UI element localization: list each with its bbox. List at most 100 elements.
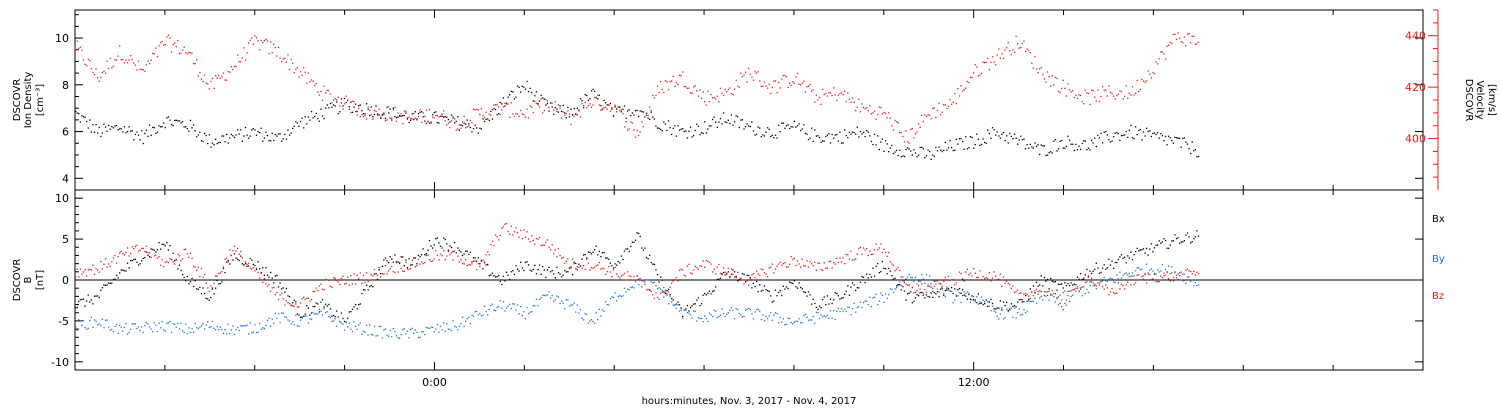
by-point — [672, 304, 674, 306]
density-point — [804, 132, 807, 134]
velocity-point — [1054, 76, 1057, 79]
bz-point — [686, 265, 689, 267]
bx-point — [323, 306, 325, 308]
by-point — [551, 294, 553, 297]
bx-point — [735, 275, 737, 278]
velocity-point — [587, 104, 589, 107]
bz-point — [581, 267, 583, 269]
bz-point — [639, 277, 641, 280]
density-point — [682, 128, 684, 130]
velocity-point — [700, 97, 703, 99]
bz-point — [660, 292, 662, 294]
velocity-point — [257, 40, 259, 42]
by-point — [502, 301, 505, 303]
by-point — [86, 328, 88, 330]
bx-point — [265, 267, 267, 269]
density-point — [249, 135, 251, 137]
by-point — [1018, 308, 1020, 310]
density-point — [394, 115, 396, 118]
density-point — [480, 128, 483, 130]
bx-point — [721, 273, 723, 276]
by-point — [128, 331, 130, 334]
bx-point — [219, 282, 221, 285]
by-point — [420, 330, 423, 333]
by-point — [428, 327, 431, 330]
by-point — [1017, 312, 1019, 314]
velocity-point — [600, 109, 602, 111]
velocity-point — [1144, 81, 1146, 83]
density-point — [727, 119, 729, 121]
bx-point — [436, 237, 439, 239]
b-tick-label: 0 — [62, 274, 69, 287]
velocity-point — [930, 117, 932, 120]
bz-point — [1010, 287, 1013, 290]
bz-point — [1160, 275, 1162, 277]
bx-point — [408, 258, 410, 260]
density-point — [847, 137, 849, 139]
bx-point — [704, 292, 706, 295]
density-point — [688, 130, 690, 132]
bz-point — [131, 246, 133, 248]
density-point — [455, 120, 457, 123]
bz-point — [1100, 280, 1102, 283]
bz-point — [103, 263, 105, 265]
bx-point — [474, 257, 476, 259]
density-point — [502, 97, 505, 99]
velocity-point — [737, 85, 739, 87]
by-point — [345, 321, 347, 324]
bz-point — [571, 258, 574, 260]
bz-point — [521, 237, 523, 240]
density-point — [582, 106, 585, 109]
by-point — [1138, 267, 1140, 269]
bx-point — [199, 286, 201, 289]
bz-point — [592, 267, 594, 269]
by-point — [1083, 286, 1085, 288]
by-point — [540, 297, 542, 299]
bz-point — [408, 268, 410, 271]
by-point — [1175, 274, 1178, 276]
by-point — [818, 317, 821, 320]
by-point — [674, 304, 676, 306]
bx-point — [1062, 287, 1064, 289]
velocity-point — [664, 80, 667, 82]
bz-point — [638, 278, 640, 280]
density-point — [785, 125, 788, 127]
bx-point — [270, 271, 272, 274]
bz-point — [290, 304, 292, 306]
velocity-point — [521, 113, 523, 115]
bx-point — [625, 248, 627, 250]
velocity-point — [1061, 87, 1063, 89]
bz-point — [455, 252, 457, 254]
density-point — [1040, 144, 1042, 146]
bx-point — [867, 277, 869, 279]
density-point — [417, 113, 420, 115]
velocity-point — [549, 102, 552, 104]
density-point — [647, 117, 649, 119]
bz-point — [878, 247, 880, 249]
by-point — [170, 331, 173, 333]
density-point — [619, 106, 621, 108]
bx-point — [461, 254, 464, 257]
density-ylabel-line2: Ion Density — [23, 72, 34, 129]
by-point — [650, 280, 652, 283]
velocity-point — [1095, 100, 1097, 102]
bz-point — [1106, 287, 1108, 289]
velocity-point — [895, 121, 898, 123]
density-point — [126, 130, 129, 133]
bx-point — [575, 262, 577, 265]
velocity-point — [515, 113, 517, 115]
velocity-point — [1056, 77, 1058, 80]
bx-point — [207, 298, 209, 300]
velocity-point — [938, 102, 940, 105]
bx-point — [1084, 274, 1086, 276]
bx-point — [505, 271, 508, 273]
bz-point — [845, 253, 847, 255]
bz-point — [1185, 269, 1187, 271]
bz-point — [79, 268, 82, 270]
bx-point — [494, 276, 497, 278]
velocity-point — [252, 43, 255, 45]
bx-point — [424, 253, 426, 256]
bz-point — [343, 283, 346, 285]
density-point — [1194, 149, 1197, 151]
density-point — [498, 113, 500, 115]
